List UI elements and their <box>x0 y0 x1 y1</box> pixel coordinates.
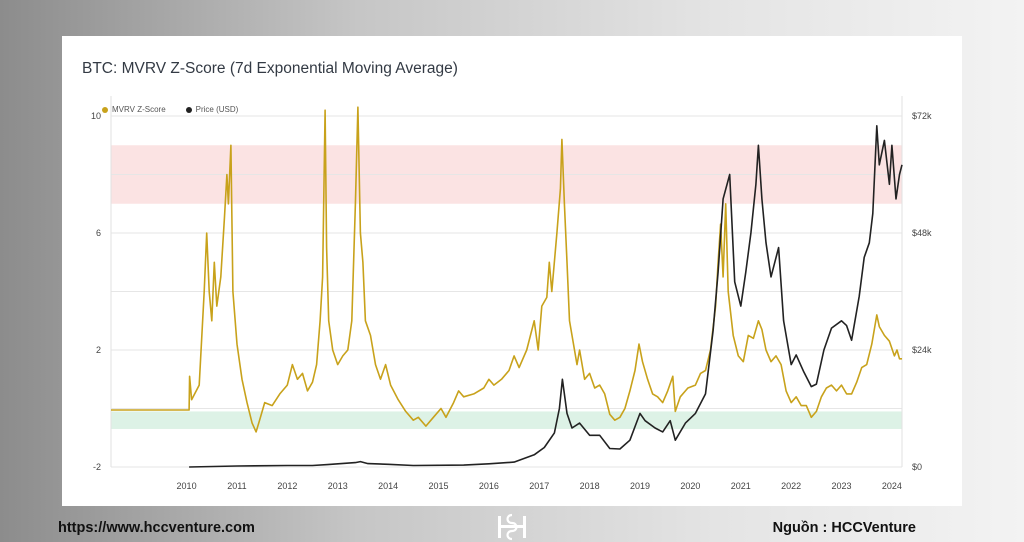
y-tick-right: $72k <box>912 111 932 121</box>
x-tick: 2018 <box>580 481 600 491</box>
y-tick-right: $0 <box>912 462 922 472</box>
y-tick-right: $48k <box>912 228 932 238</box>
y-tick-left: 2 <box>96 345 101 355</box>
chart-legend: MVRV Z-Score Price (USD) <box>102 105 238 114</box>
x-tick: 2013 <box>328 481 348 491</box>
y-tick-left: -2 <box>93 462 101 472</box>
chart-plot: 10 6 2 -2 $72k $48k $24k $0 2010 2011 2012 2013 2014… <box>91 96 932 491</box>
x-tick: 2015 <box>428 481 448 491</box>
hcc-logo-icon <box>498 513 526 541</box>
x-tick: 2017 <box>529 481 549 491</box>
chart-title: BTC: MVRV Z-Score (7d Exponential Moving… <box>82 60 458 77</box>
footer-source: Nguồn : HCCVenture <box>772 520 916 536</box>
legend-dot-mvrv <box>102 106 108 113</box>
x-tick: 2016 <box>479 481 499 491</box>
x-tick: 2019 <box>630 481 650 491</box>
x-tick: 2022 <box>781 481 801 491</box>
x-tick: 2014 <box>378 481 398 491</box>
chart-card: BTC: MVRV Z-Score (7d Exponential Moving… <box>62 36 962 506</box>
legend-label-mvrv: MVRV Z-Score <box>112 105 166 114</box>
x-tick: 2010 <box>177 481 197 491</box>
legend-item-mvrv[interactable]: MVRV Z-Score <box>102 105 166 114</box>
y-tick-left: 10 <box>91 111 101 121</box>
legend-item-price[interactable]: Price (USD) <box>185 105 239 114</box>
green-zone <box>111 411 902 429</box>
x-tick: 2012 <box>277 481 297 491</box>
legend-dot-price <box>185 106 192 113</box>
x-tick: 2020 <box>680 481 700 491</box>
x-tick: 2023 <box>832 481 852 491</box>
x-tick: 2021 <box>731 481 751 491</box>
x-tick: 2011 <box>227 481 246 491</box>
x-tick: 2024 <box>882 481 902 491</box>
series-line-mvrv <box>111 106 902 433</box>
legend-label-price: Price (USD) <box>195 105 239 114</box>
footer-url[interactable]: https://www.hccventure.com <box>58 520 255 536</box>
series-line-price <box>189 125 903 468</box>
y-tick-left: 6 <box>96 228 101 238</box>
y-tick-right: $24k <box>912 345 932 355</box>
